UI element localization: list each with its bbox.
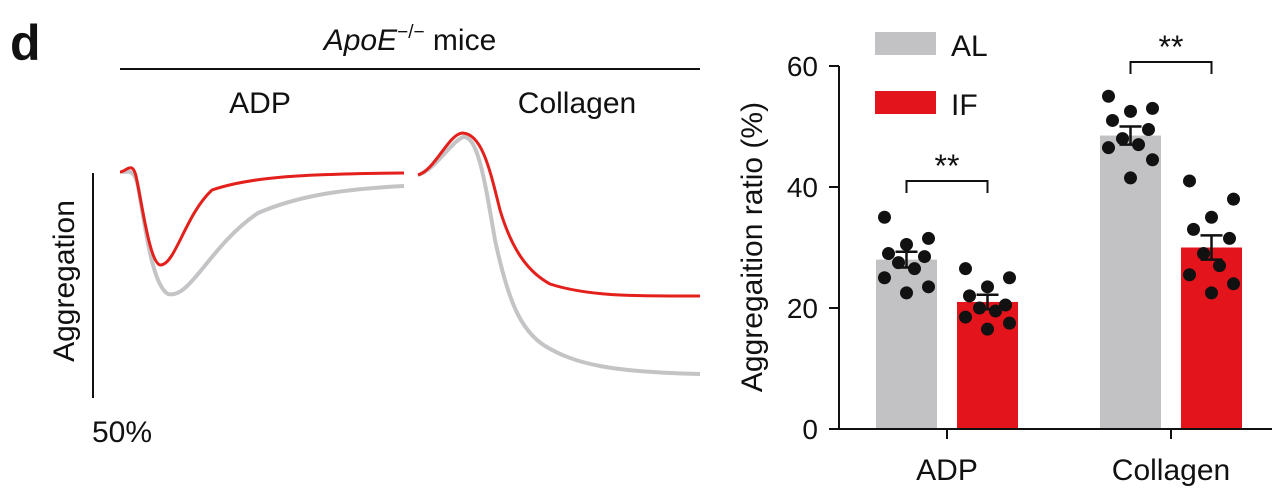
header-italic: ApoE: [322, 24, 398, 57]
data-point-al-0-7: [878, 271, 891, 285]
panel-label: d: [10, 15, 41, 71]
data-point-if-0-8: [1003, 316, 1016, 330]
significance-bracket-0: **: [905, 148, 989, 193]
data-point-al-1-3: [1106, 113, 1119, 127]
trace-adp-al: [121, 169, 405, 297]
bar-al-1: [1100, 135, 1161, 429]
data-point-al-0-3: [882, 247, 895, 261]
data-point-al-0-6: [908, 262, 921, 276]
y-tick-label-0: 0: [802, 414, 818, 445]
data-point-al-1-1: [1146, 101, 1159, 115]
data-point-al-1-0: [1102, 89, 1115, 103]
data-point-if-1-8: [1227, 277, 1240, 291]
trace-adp-if: [119, 166, 405, 267]
trace-col-al: [417, 135, 701, 376]
header-suffix: mice: [425, 24, 497, 57]
data-point-if-1-3: [1187, 222, 1200, 236]
data-point-al-1-7: [1102, 141, 1115, 155]
data-point-if-0-5: [973, 301, 986, 315]
data-point-al-0-8: [922, 280, 935, 294]
data-point-al-1-2: [1124, 104, 1137, 118]
data-point-if-1-1: [1227, 192, 1240, 206]
data-point-al-0-9: [900, 286, 913, 300]
significance-label-1: **: [1159, 29, 1184, 65]
x-ticks: ADP Collagen: [916, 429, 1230, 487]
trace-label-collagen: Collagen: [518, 87, 636, 120]
data-point-if-1-9: [1205, 286, 1218, 300]
data-point-al-1-8: [1146, 153, 1159, 167]
data-point-if-1-7: [1183, 268, 1196, 282]
trace-label-adp: ADP: [229, 87, 291, 120]
data-point-if-1-2: [1205, 210, 1218, 224]
legend: AL IF: [875, 30, 988, 122]
data-point-if-1-4: [1223, 231, 1236, 245]
data-point-if-0-9: [981, 322, 994, 336]
x-tick-label-0: ADP: [916, 454, 978, 487]
bar-chart: 0 20 40 60 ADP Collagen Aggregaition ratio (…: [736, 29, 1272, 487]
trace-y-label: Aggregation: [48, 200, 81, 362]
legend-label-if: IF: [951, 89, 978, 122]
y-ticks: 0 20 40 60: [787, 51, 839, 445]
data-point-if-0-1: [1003, 271, 1016, 285]
data-point-if-1-0: [1183, 174, 1196, 188]
y-tick-label-20: 20: [787, 293, 818, 324]
data-point-if-0-0: [959, 262, 972, 276]
significance-label-0: **: [935, 148, 960, 184]
data-point-al-0-1: [922, 231, 935, 245]
header-superscript: −/−: [397, 22, 424, 43]
data-point-if-0-6: [989, 304, 1002, 318]
data-point-al-1-5: [1116, 132, 1129, 146]
data-point-if-0-3: [963, 289, 976, 303]
data-point-al-0-2: [900, 237, 913, 251]
trace-col-if: [417, 131, 701, 298]
data-point-if-0-2: [981, 280, 994, 294]
y-tick-label-40: 40: [787, 172, 818, 203]
legend-label-al: AL: [951, 30, 988, 63]
y-tick-label-60: 60: [787, 51, 818, 82]
significance-brackets: ** **: [905, 29, 1213, 193]
data-point-al-0-4: [918, 250, 931, 264]
legend-swatch-if: [875, 91, 936, 114]
data-point-if-0-4: [999, 298, 1012, 312]
significance-bracket-1: **: [1129, 29, 1213, 74]
legend-swatch-al: [875, 32, 936, 55]
points-layer: [878, 89, 1240, 336]
data-point-al-0-5: [892, 256, 905, 270]
data-point-if-1-6: [1213, 259, 1226, 273]
trace-scale-label: 50%: [92, 416, 152, 449]
data-point-al-0-0: [878, 210, 891, 224]
data-point-al-1-4: [1142, 123, 1155, 137]
x-tick-label-1: Collagen: [1112, 454, 1230, 487]
data-point-al-1-9: [1124, 171, 1137, 185]
header-title: ApoE−/− mice: [322, 22, 497, 57]
data-point-if-0-7: [959, 310, 972, 324]
y-axis-label: Aggregaition ratio (%): [736, 102, 769, 392]
data-point-al-1-6: [1132, 138, 1145, 152]
data-point-if-1-5: [1197, 247, 1210, 261]
